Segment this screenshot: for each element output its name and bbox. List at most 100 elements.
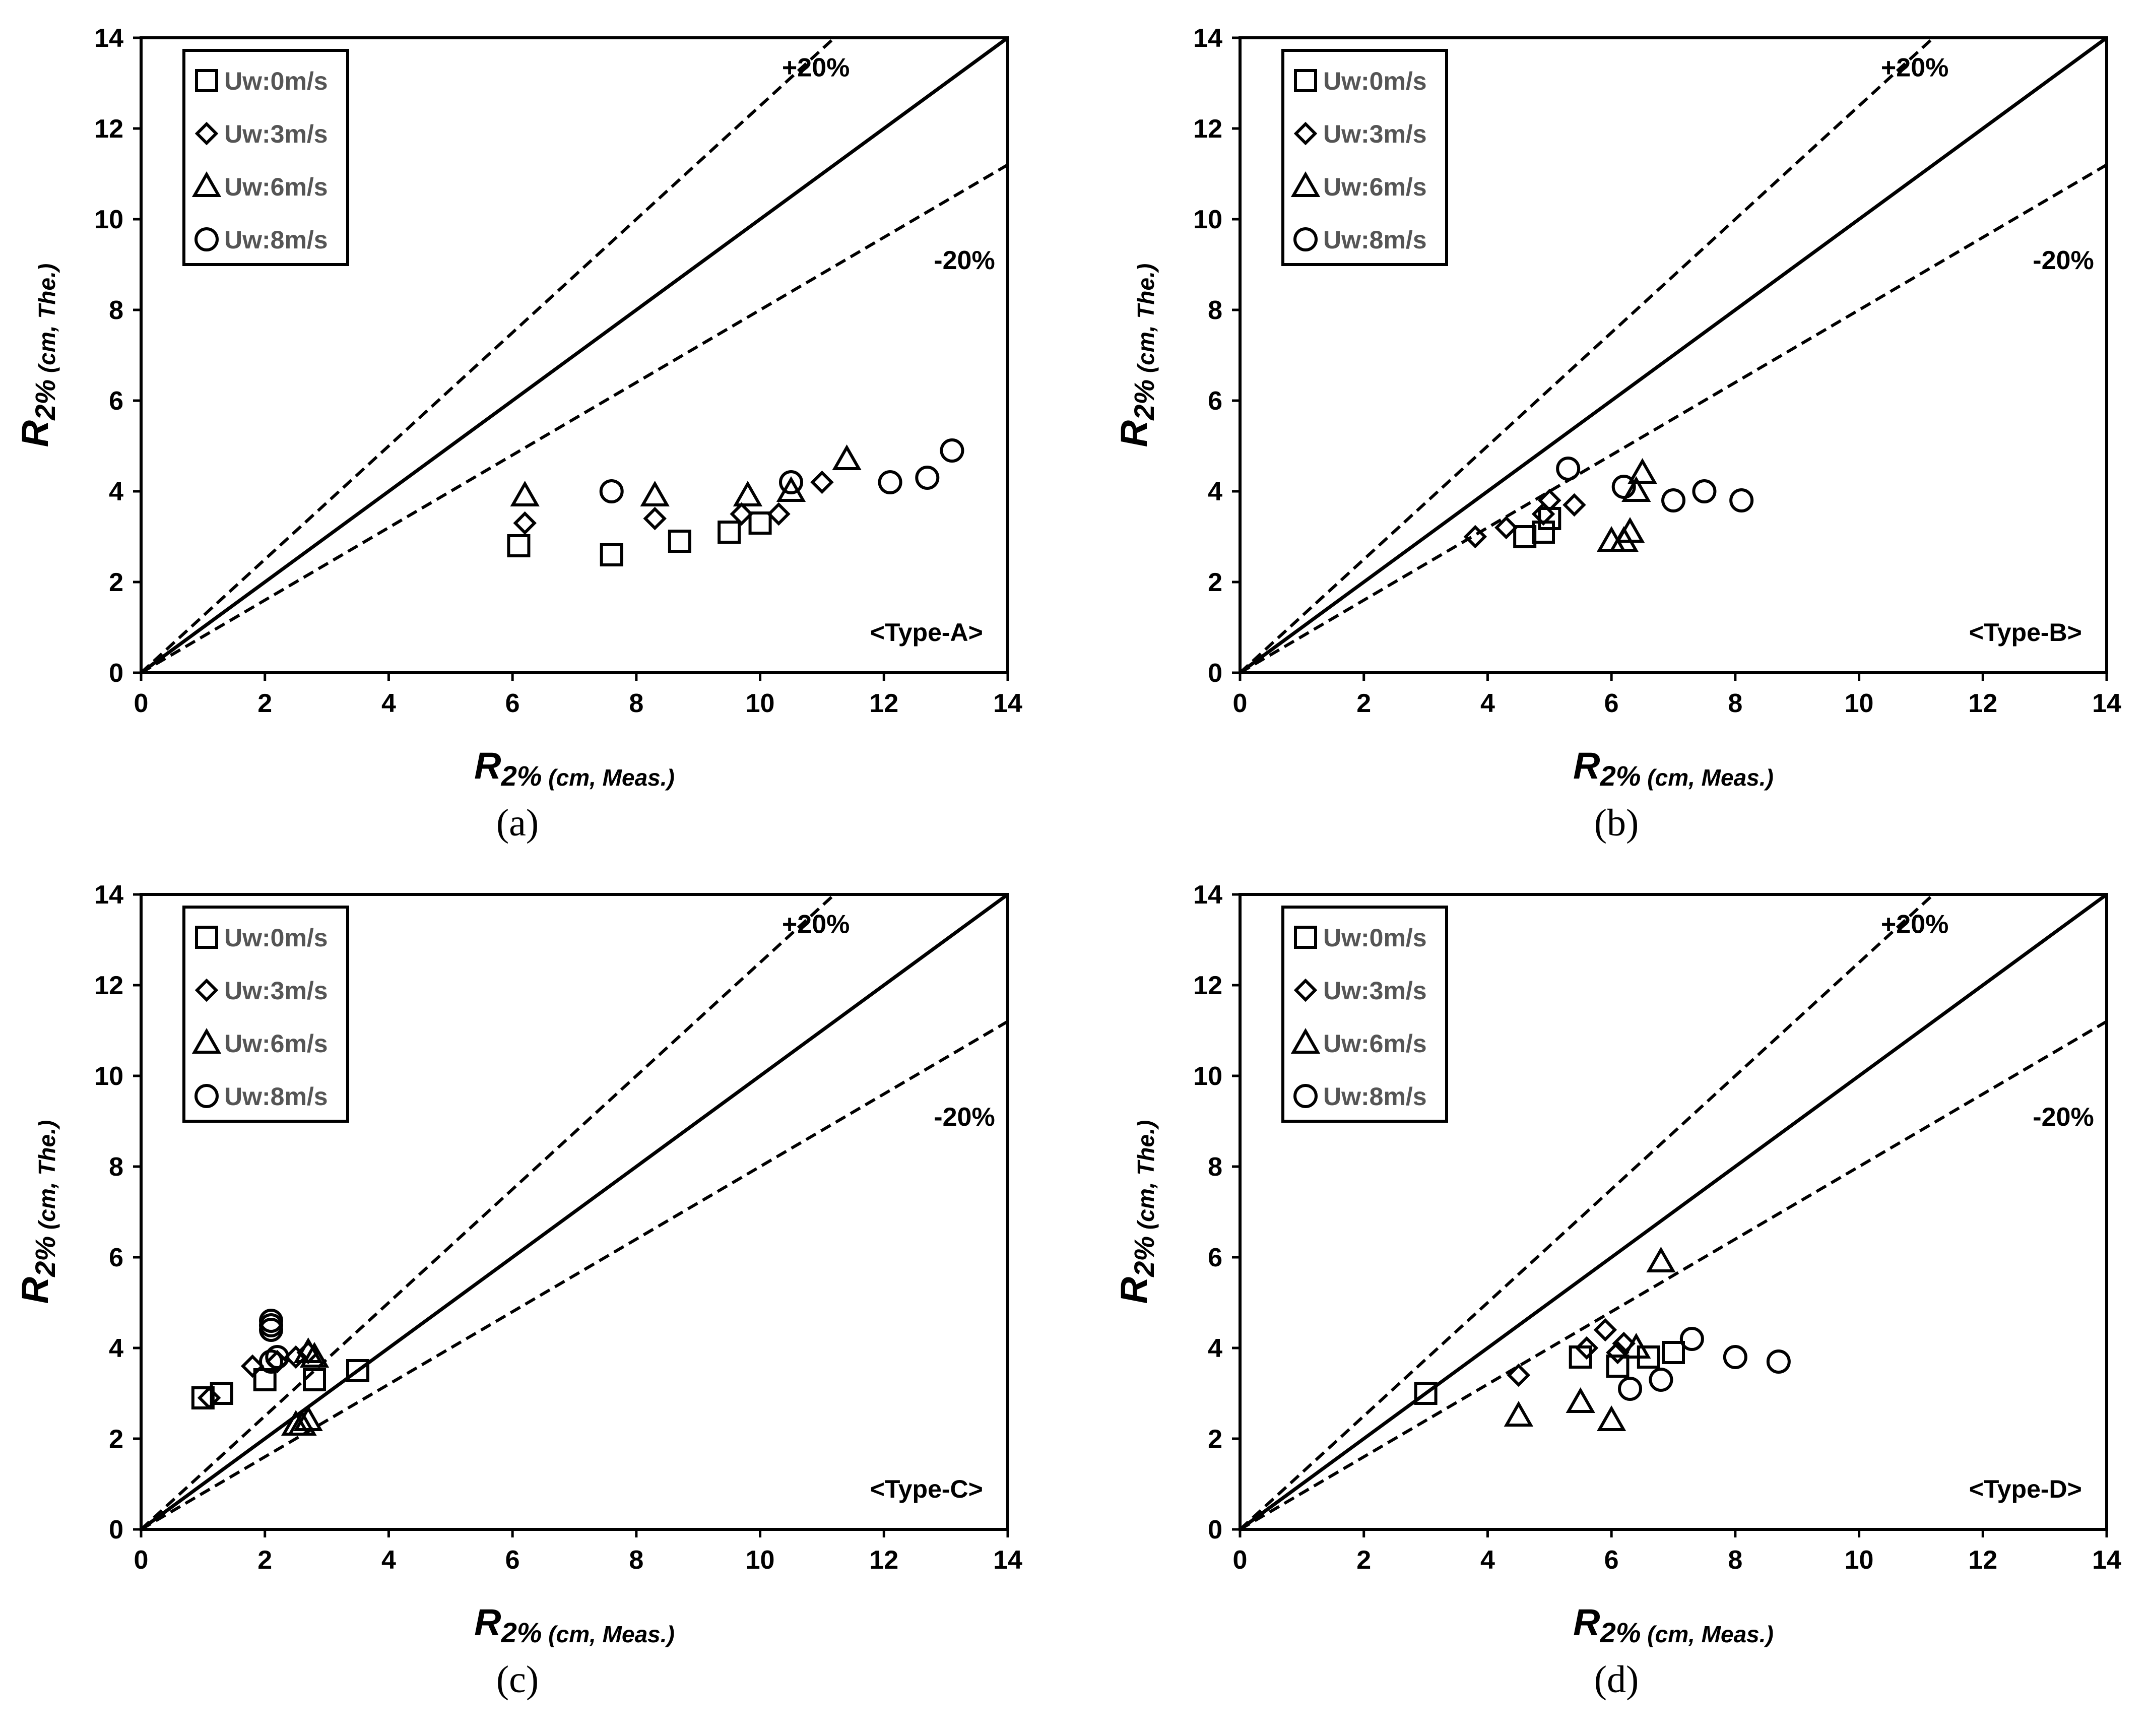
type-tag: <Type-A> (870, 618, 983, 647)
data-point-square (1569, 1345, 1592, 1369)
data-point-triangle (1615, 517, 1645, 543)
minus-20-label: -20% (2033, 1103, 2094, 1132)
data-point-circle (1692, 479, 1717, 503)
panel-caption-c: (c) (496, 1658, 539, 1701)
legend-label: Uw:8m/s (1323, 226, 1427, 254)
plus-20-line (140, 36, 836, 674)
legend-label: Uw:6m/s (1323, 173, 1427, 201)
data-point-diamond (730, 502, 753, 526)
legend-marker-triangle (1290, 1027, 1321, 1054)
data-point-diamond (643, 506, 667, 531)
x-tick-label: 6 (1604, 1546, 1619, 1575)
data-point-diamond (1593, 1318, 1617, 1342)
data-point-diamond (1575, 1336, 1599, 1360)
y-axis-label: R2% (cm, The.) (14, 264, 61, 447)
y-tick-label: 6 (1208, 1243, 1222, 1272)
y-tick-label: 14 (94, 880, 123, 910)
x-tick-label: 8 (1728, 1546, 1742, 1575)
legend-marker-circle (1293, 1084, 1318, 1108)
y-tick-label: 4 (109, 1334, 123, 1363)
y-tick-label: 8 (1208, 296, 1222, 325)
x-tick-label: 0 (134, 1546, 149, 1575)
data-point-triangle (1566, 1387, 1595, 1413)
data-point-diamond (1538, 488, 1561, 512)
y-tick-label: 10 (94, 205, 123, 234)
legend-label: Uw:8m/s (1323, 1082, 1427, 1111)
minus-20-line (140, 1020, 1009, 1531)
x-tick-label: 2 (257, 689, 272, 718)
legend-marker-diamond (1293, 121, 1318, 146)
data-point-triangle (293, 1405, 323, 1431)
legend-label: Uw:8m/s (224, 226, 328, 254)
plus-20-label: +20% (1881, 910, 1948, 939)
legend-label: Uw:6m/s (224, 1030, 328, 1058)
plus-20-line (140, 893, 836, 1531)
data-point-square (346, 1359, 369, 1382)
x-tick-label: 10 (1845, 1546, 1874, 1575)
minus-20-label: -20% (934, 1103, 995, 1132)
panel-b: +20% -20% <Type-B> 0 2 4 6 8 10 12 14 0 2 4 6 8 10 12 14 R2… (1113, 24, 2121, 792)
legend-label: Uw:0m/s (1323, 924, 1427, 952)
x-tick-label: 6 (505, 1546, 520, 1575)
x-axis-label: R2% (cm, Meas.) (1573, 745, 1774, 792)
x-tick-label: 10 (1845, 689, 1874, 718)
x-tick-label: 0 (134, 689, 149, 718)
data-point-square (191, 1386, 215, 1409)
one-to-one-line (140, 893, 1009, 1531)
x-tick-label: 6 (1604, 689, 1619, 718)
x-tick-label: 14 (2092, 1546, 2121, 1575)
y-axis-label: R2% (cm, The.) (1113, 264, 1160, 447)
x-tick-label: 0 (1233, 1546, 1248, 1575)
x-tick-label: 4 (1480, 1546, 1495, 1575)
panel-caption-a: (a) (496, 802, 539, 844)
y-tick-label: 8 (109, 296, 123, 325)
panel-caption-d: (d) (1594, 1658, 1639, 1701)
data-point-square (303, 1368, 326, 1391)
y-tick-label: 10 (1193, 205, 1222, 234)
legend-label: Uw:8m/s (224, 1082, 328, 1111)
y-tick-label: 2 (109, 568, 123, 597)
legend-label: Uw:3m/s (1323, 977, 1427, 1005)
data-point-diamond (1612, 1331, 1636, 1356)
type-tag: <Type-C> (870, 1475, 983, 1503)
y-tick-label: 2 (109, 1425, 123, 1454)
y-tick-label: 8 (1208, 1152, 1222, 1182)
y-tick-label: 12 (1193, 114, 1222, 144)
y-tick-label: 4 (1208, 477, 1222, 506)
data-point-triangle (1621, 1332, 1651, 1359)
y-tick-label: 8 (109, 1152, 123, 1182)
y-tick-label: 6 (1208, 387, 1222, 416)
minus-20-line (1239, 163, 2108, 674)
data-point-diamond (810, 470, 834, 494)
x-tick-label: 4 (381, 689, 396, 718)
data-point-diamond (513, 511, 537, 535)
data-point-triangle (287, 1409, 317, 1436)
x-tick-label: 2 (257, 1546, 272, 1575)
one-to-one-line (140, 36, 1009, 674)
panel-a: +20% -20% <Type-A> 0 2 4 6 8 10 12 14 0 2 4 6 8 10 12 14 R2… (14, 24, 1022, 792)
data-point-circle (940, 438, 964, 463)
minus-20-line (140, 163, 1009, 674)
data-point-square (210, 1382, 233, 1405)
x-tick-label: 12 (1968, 689, 1997, 718)
y-tick-label: 2 (1208, 568, 1222, 597)
panel-d: +20% -20% <Type-D> 0 2 4 6 8 10 12 14 0 2 4 6 8 10 12 14 R2… (1113, 880, 2121, 1648)
data-point-square (600, 543, 623, 566)
legend-marker-triangle (1290, 171, 1321, 197)
data-point-circle (1556, 457, 1581, 481)
y-tick-label: 6 (109, 387, 123, 416)
data-point-square (1662, 1341, 1685, 1364)
plot-frame (1239, 36, 2108, 674)
x-tick-label: 4 (1480, 689, 1495, 718)
x-tick-label: 6 (505, 689, 520, 718)
y-tick-label: 12 (94, 114, 123, 144)
minus-20-label: -20% (934, 246, 995, 275)
plus-20-line (1239, 893, 1935, 1531)
x-axis-label: R2% (cm, Meas.) (474, 745, 675, 792)
legend-marker-square (195, 926, 218, 949)
y-tick-label: 0 (1208, 1515, 1222, 1545)
minus-20-line (1239, 1020, 2108, 1531)
x-tick-label: 12 (869, 1546, 898, 1575)
one-to-one-line (1239, 36, 2108, 674)
